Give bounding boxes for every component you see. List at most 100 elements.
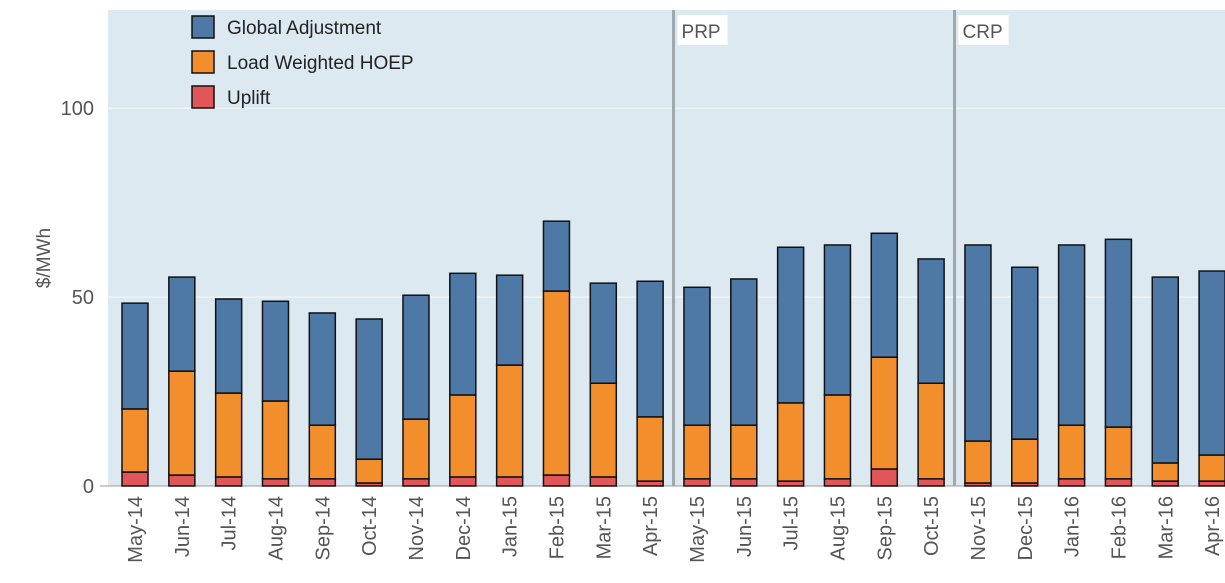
y-tick-label: 50: [72, 287, 94, 309]
x-tick-label: Jan-16: [1062, 496, 1084, 557]
bar-segment: [1057, 244, 1086, 426]
bar-segment: [730, 278, 758, 426]
bar-segment: [823, 394, 852, 480]
bar-segment: [1151, 462, 1180, 482]
x-tick-label: Apr-16: [1202, 496, 1224, 556]
x-tick-label: Feb-16: [1108, 496, 1130, 559]
bar-segment: [308, 478, 337, 487]
bar-segment: [917, 382, 945, 480]
bar-segment: [168, 474, 196, 487]
bar-segment: [449, 394, 477, 478]
bar-segment: [355, 318, 383, 460]
legend-label: Global Adjustment: [227, 18, 382, 39]
bar-segment: [1057, 424, 1086, 480]
x-tick-label: Sep-15: [874, 496, 896, 561]
bar-segment: [1104, 478, 1133, 487]
bar-segment: [1011, 438, 1039, 484]
x-tick-label: Jun-14: [172, 496, 194, 557]
legend-swatch: [191, 85, 215, 109]
y-tick-label: 0: [83, 476, 94, 498]
bar-segment: [1198, 454, 1225, 482]
x-tick-label: Aug-14: [265, 496, 287, 561]
bar-segment: [1198, 270, 1225, 456]
x-tick-label: Feb-15: [546, 496, 568, 559]
x-tick-label: May-15: [687, 496, 709, 563]
bar-segment: [1104, 426, 1133, 480]
bar-segment: [1057, 478, 1086, 487]
bar-segment: [870, 468, 899, 487]
bar-segment: [636, 416, 664, 482]
x-tick-label: Nov-14: [406, 496, 428, 560]
bar-segment: [917, 478, 945, 487]
bar-segment: [683, 424, 711, 480]
bar-segment: [1151, 276, 1180, 464]
bar-segment: [355, 458, 383, 484]
bar-segment: [402, 478, 430, 487]
bar-segment: [495, 274, 524, 366]
bar-segment: [308, 424, 337, 480]
bar-segment: [261, 300, 290, 402]
legend-label: Uplift: [227, 88, 271, 109]
bar-segment: [823, 244, 852, 396]
bar-segment: [542, 474, 571, 487]
x-tick-label: Aug-15: [827, 496, 849, 561]
x-tick-label: Mar-16: [1155, 496, 1177, 559]
bar-segment: [495, 364, 524, 478]
bar-segment: [589, 282, 618, 384]
bar-segment: [683, 478, 711, 487]
bar-segment: [730, 478, 758, 487]
bar-segment: [636, 280, 664, 418]
x-tick-label: Jun-15: [734, 496, 756, 557]
bar-segment: [214, 476, 243, 487]
bar-segment: [964, 244, 992, 442]
bar-segment: [589, 382, 618, 478]
legend-swatch: [191, 50, 215, 74]
bar-segment: [589, 476, 618, 487]
plot-area: [108, 10, 1225, 486]
bar-segment: [121, 408, 149, 473]
x-tick-label: Oct-15: [921, 496, 943, 556]
x-tick-label: Mar-15: [593, 496, 615, 559]
x-tick-label: Dec-14: [453, 496, 475, 560]
bar-segment: [730, 424, 758, 480]
legend-label: Load Weighted HOEP: [227, 53, 414, 74]
bar-segment: [261, 400, 290, 480]
bar-segment: [214, 392, 243, 478]
bar-segment: [776, 246, 805, 404]
period-label: PRP: [682, 22, 721, 43]
bar-segment: [542, 290, 571, 476]
x-tick-label: Apr-15: [640, 496, 662, 556]
bar-segment: [449, 476, 477, 487]
bar-segment: [168, 276, 196, 372]
bar-segment: [542, 220, 571, 292]
x-tick-label: Jul-14: [219, 496, 241, 550]
bar-segment: [1104, 238, 1133, 428]
x-tick-label: Dec-15: [1015, 496, 1037, 560]
bar-segment: [823, 478, 852, 487]
bar-segment: [683, 286, 711, 426]
bar-segment: [121, 471, 149, 487]
x-tick-label: Oct-14: [359, 496, 381, 556]
period-label: CRP: [963, 22, 1003, 43]
bar-segment: [964, 440, 992, 484]
bar-segment: [1011, 266, 1039, 440]
bar-segment: [402, 294, 430, 420]
x-tick-label: Nov-15: [968, 496, 990, 560]
bar-segment: [870, 232, 899, 358]
bar-segment: [168, 370, 196, 476]
period-label-bg: [677, 15, 728, 45]
x-tick-label: Jan-15: [500, 496, 522, 557]
bar-segment: [449, 272, 477, 396]
bar-segment: [308, 312, 337, 426]
bar-segment: [917, 258, 945, 384]
y-tick-label: 100: [61, 98, 94, 120]
bar-segment: [402, 418, 430, 480]
bar-segment: [776, 402, 805, 482]
y-axis-label: $/MWh: [34, 228, 55, 288]
x-tick-label: Jul-15: [781, 496, 803, 550]
bar-segment: [214, 298, 243, 394]
period-label-bg: [958, 15, 1009, 45]
bar-segment: [870, 356, 899, 470]
legend-swatch: [191, 15, 215, 39]
